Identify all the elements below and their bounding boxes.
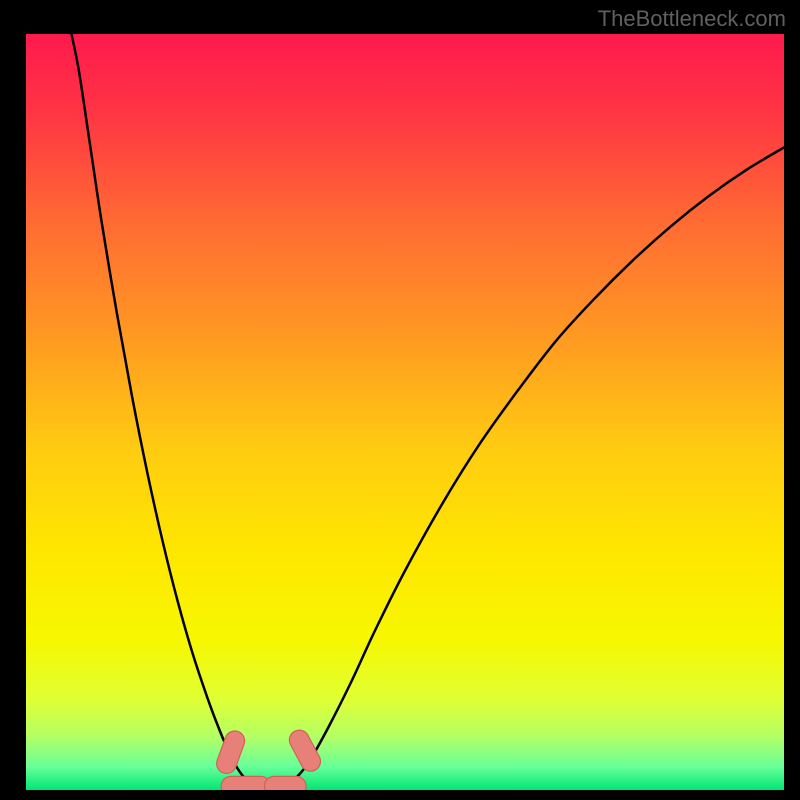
chart-marker bbox=[264, 776, 306, 790]
watermark-text: TheBottleneck.com bbox=[598, 6, 786, 32]
chart-marker bbox=[221, 776, 270, 790]
chart-plot-area bbox=[26, 34, 784, 790]
chart-background bbox=[26, 34, 784, 790]
chart-svg bbox=[26, 34, 784, 790]
